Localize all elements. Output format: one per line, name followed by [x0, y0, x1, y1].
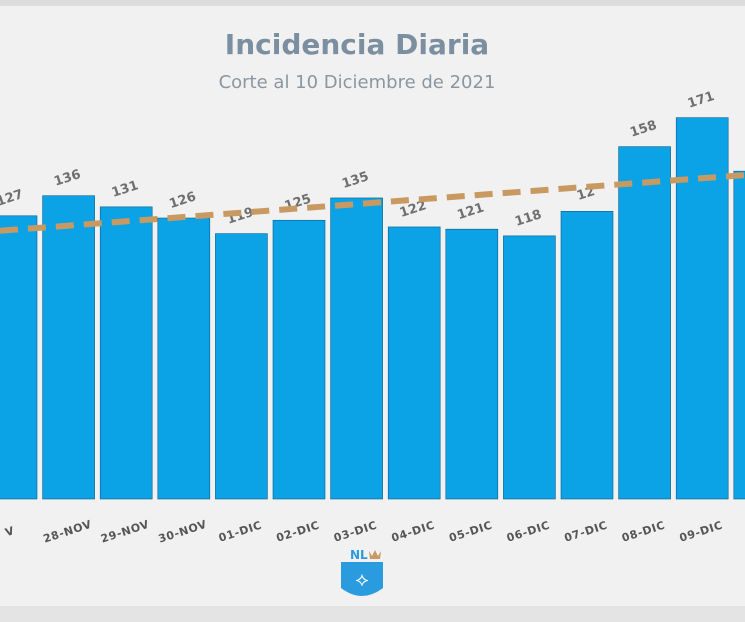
bar-07-dic: [560, 211, 614, 500]
data-label-30-nov: 126: [167, 189, 197, 212]
bar-04-dic: [387, 226, 441, 500]
tick-label-28-nov: 28-NOV: [42, 518, 94, 546]
bottom-border: [0, 606, 745, 622]
tick-label-05-dic: 05-DIC: [447, 519, 494, 545]
data-label-03-dic: 135: [340, 169, 370, 192]
x-tick-labels-group: V 28-NOV 29-NOV 30-NOV 01-DIC 02-DIC 03-DIC 04-…: [4, 518, 725, 546]
crown-icon: [369, 550, 381, 559]
chart-subtitle: Corte al 10 Diciembre de 2021: [218, 72, 496, 93]
tick-label-03-dic: 03-DIC: [332, 519, 379, 545]
data-label-29-nov: 131: [110, 178, 140, 201]
bar-06-dic: [503, 235, 556, 500]
tick-label-04-dic: 04-DIC: [390, 519, 437, 545]
data-label-08-dic: 158: [628, 118, 658, 141]
data-label-06-dic: 118: [513, 207, 543, 230]
bar-29-nov: [99, 206, 153, 500]
chart-title: Incidencia Diaria: [224, 28, 490, 61]
bar-30-nov: [157, 217, 211, 500]
tick-label-07-dic: 07-DIC: [563, 519, 610, 545]
tick-label-09-dic: 09-DIC: [678, 519, 725, 545]
tick-label-30-nov: 30-NOV: [157, 518, 209, 546]
bar-02-dic: [272, 219, 326, 500]
tick-label-29-nov: 29-NOV: [99, 518, 151, 546]
shield-icon: [341, 562, 383, 596]
top-border: [0, 0, 745, 6]
data-label-28-nov: 136: [52, 167, 82, 190]
data-label-27-nov: 127: [0, 187, 25, 210]
bar-28-nov: [42, 195, 95, 500]
bar-09-dic: [675, 117, 729, 500]
tick-label-01-dic: 01-DIC: [217, 519, 264, 545]
logo-text: NL: [350, 548, 368, 562]
svg-text:⟡: ⟡: [355, 567, 368, 591]
bars-group: [0, 117, 745, 500]
tick-label-27-nov: V: [4, 524, 17, 539]
bar-05-dic: [445, 228, 499, 500]
bar-10-dic: [733, 170, 745, 500]
data-label-05-dic: 121: [455, 201, 485, 224]
trendline: [0, 172, 745, 234]
bar-01-dic: [215, 233, 268, 500]
bar-03-dic: [330, 197, 383, 500]
nuevo-leon-logo: NL ⟡: [341, 548, 383, 596]
data-label-09-dic: 171: [686, 89, 716, 112]
bar-27-nov: [0, 215, 38, 500]
tick-label-06-dic: 06-DIC: [505, 519, 552, 545]
bar-08-dic: [618, 146, 671, 500]
trendline-group: [0, 172, 745, 234]
tick-label-02-dic: 02-DIC: [275, 519, 322, 545]
tick-label-08-dic: 08-DIC: [620, 519, 667, 545]
